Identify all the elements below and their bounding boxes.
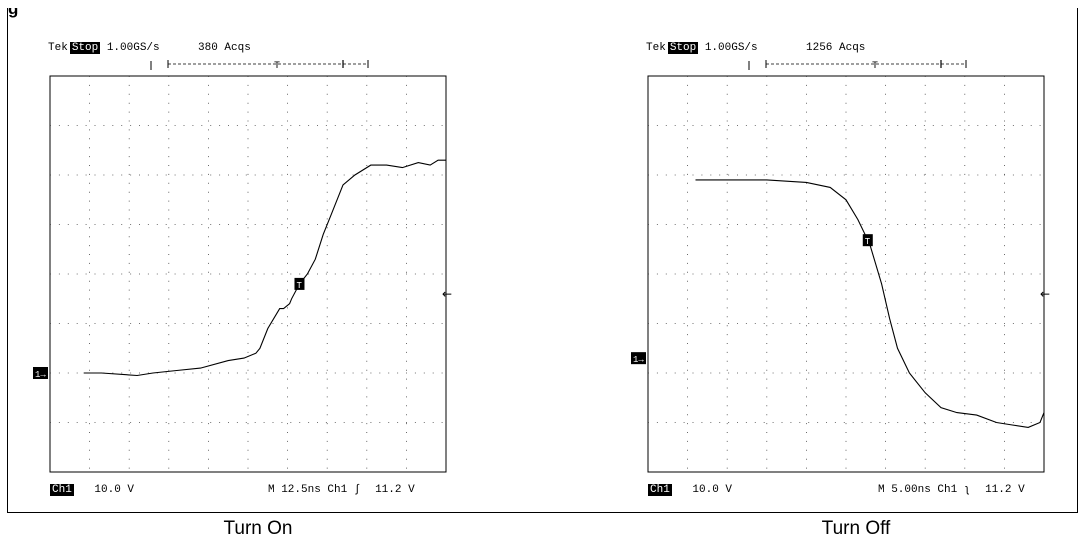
scope-turn-on: Tek Stop 1.00GS/s 380 Acqs T 1→ ← T Ch1 10.0… <box>33 34 468 539</box>
caption-turn-on: Turn On <box>223 518 293 539</box>
stop-badge: Stop <box>667 42 699 54</box>
ground-marker-icon <box>33 367 48 379</box>
acq-count: 1256 Acqs <box>806 42 866 54</box>
trigger-level: 11.2 V <box>375 484 415 496</box>
trigger-slope-icon: ʅ <box>963 484 971 496</box>
waveform-trace <box>695 179 1045 428</box>
trigger-point-marker-icon <box>294 277 305 290</box>
timebase: M 5.00ns <box>878 484 931 496</box>
sample-rate: 1.00GS/s <box>704 42 758 54</box>
trigger-level-arrow-icon: ← <box>442 287 452 301</box>
scope-plot-svg: T 1→ ← T <box>631 60 1050 473</box>
acq-count: 380 Acqs <box>198 42 251 54</box>
scope-footer-right: M 12.5ns Ch1 ∫ 11.2 V <box>268 484 415 496</box>
trigger-point-label: T <box>296 281 302 291</box>
trigger-slope-icon: ∫ <box>353 484 361 496</box>
trigger-level-arrow-icon: ← <box>1040 287 1050 301</box>
scope-header-left: Tek Stop 1.00GS/s <box>48 42 160 54</box>
record-trigger-mark: T <box>274 61 280 72</box>
figure-frame: g Tek Stop 1.00GS/s 380 Acqs T 1→ ← T Ch1 10… <box>7 8 1078 539</box>
brand-label: Tek <box>646 42 666 54</box>
trigger-source: Ch1 <box>937 484 958 496</box>
scope-plot-svg: T 1→ ← T <box>33 60 452 473</box>
cropped-figure-title: g <box>8 8 19 18</box>
stop-badge: Stop <box>69 42 101 54</box>
trigger-point-marker-icon <box>862 234 873 247</box>
trigger-source: Ch1 <box>327 484 348 496</box>
ground-marker-label: 1→ <box>633 355 644 365</box>
channel-badge: Ch1 <box>648 484 672 496</box>
record-trigger-mark: T <box>872 61 878 72</box>
trigger-point-label: T <box>865 237 871 247</box>
ground-marker-label: 1→ <box>35 370 46 380</box>
channel-badge: Ch1 <box>50 484 74 496</box>
waveform-trace <box>83 159 446 377</box>
scope-turn-off: Tek Stop 1.00GS/s 1256 Acqs T 1→ ← T Ch1 10.… <box>631 34 1066 539</box>
volt-scale: 10.0 V <box>94 484 135 496</box>
scope-footer: Ch1 10.0 V <box>648 484 732 496</box>
timebase: M 12.5ns <box>268 484 321 496</box>
trigger-level: 11.2 V <box>985 484 1025 496</box>
brand-label: Tek <box>48 42 68 54</box>
caption-turn-off: Turn Off <box>821 518 891 539</box>
graticule-border <box>49 75 447 473</box>
graticule-border <box>647 75 1045 473</box>
sample-rate: 1.00GS/s <box>106 42 160 54</box>
scope-header-left: Tek Stop 1.00GS/s <box>646 42 758 54</box>
scope-footer: Ch1 10.0 V <box>50 484 134 496</box>
scope-footer-right: M 5.00ns Ch1 ʅ 11.2 V <box>878 484 1025 496</box>
volt-scale: 10.0 V <box>692 484 733 496</box>
ground-marker-icon <box>631 352 646 365</box>
